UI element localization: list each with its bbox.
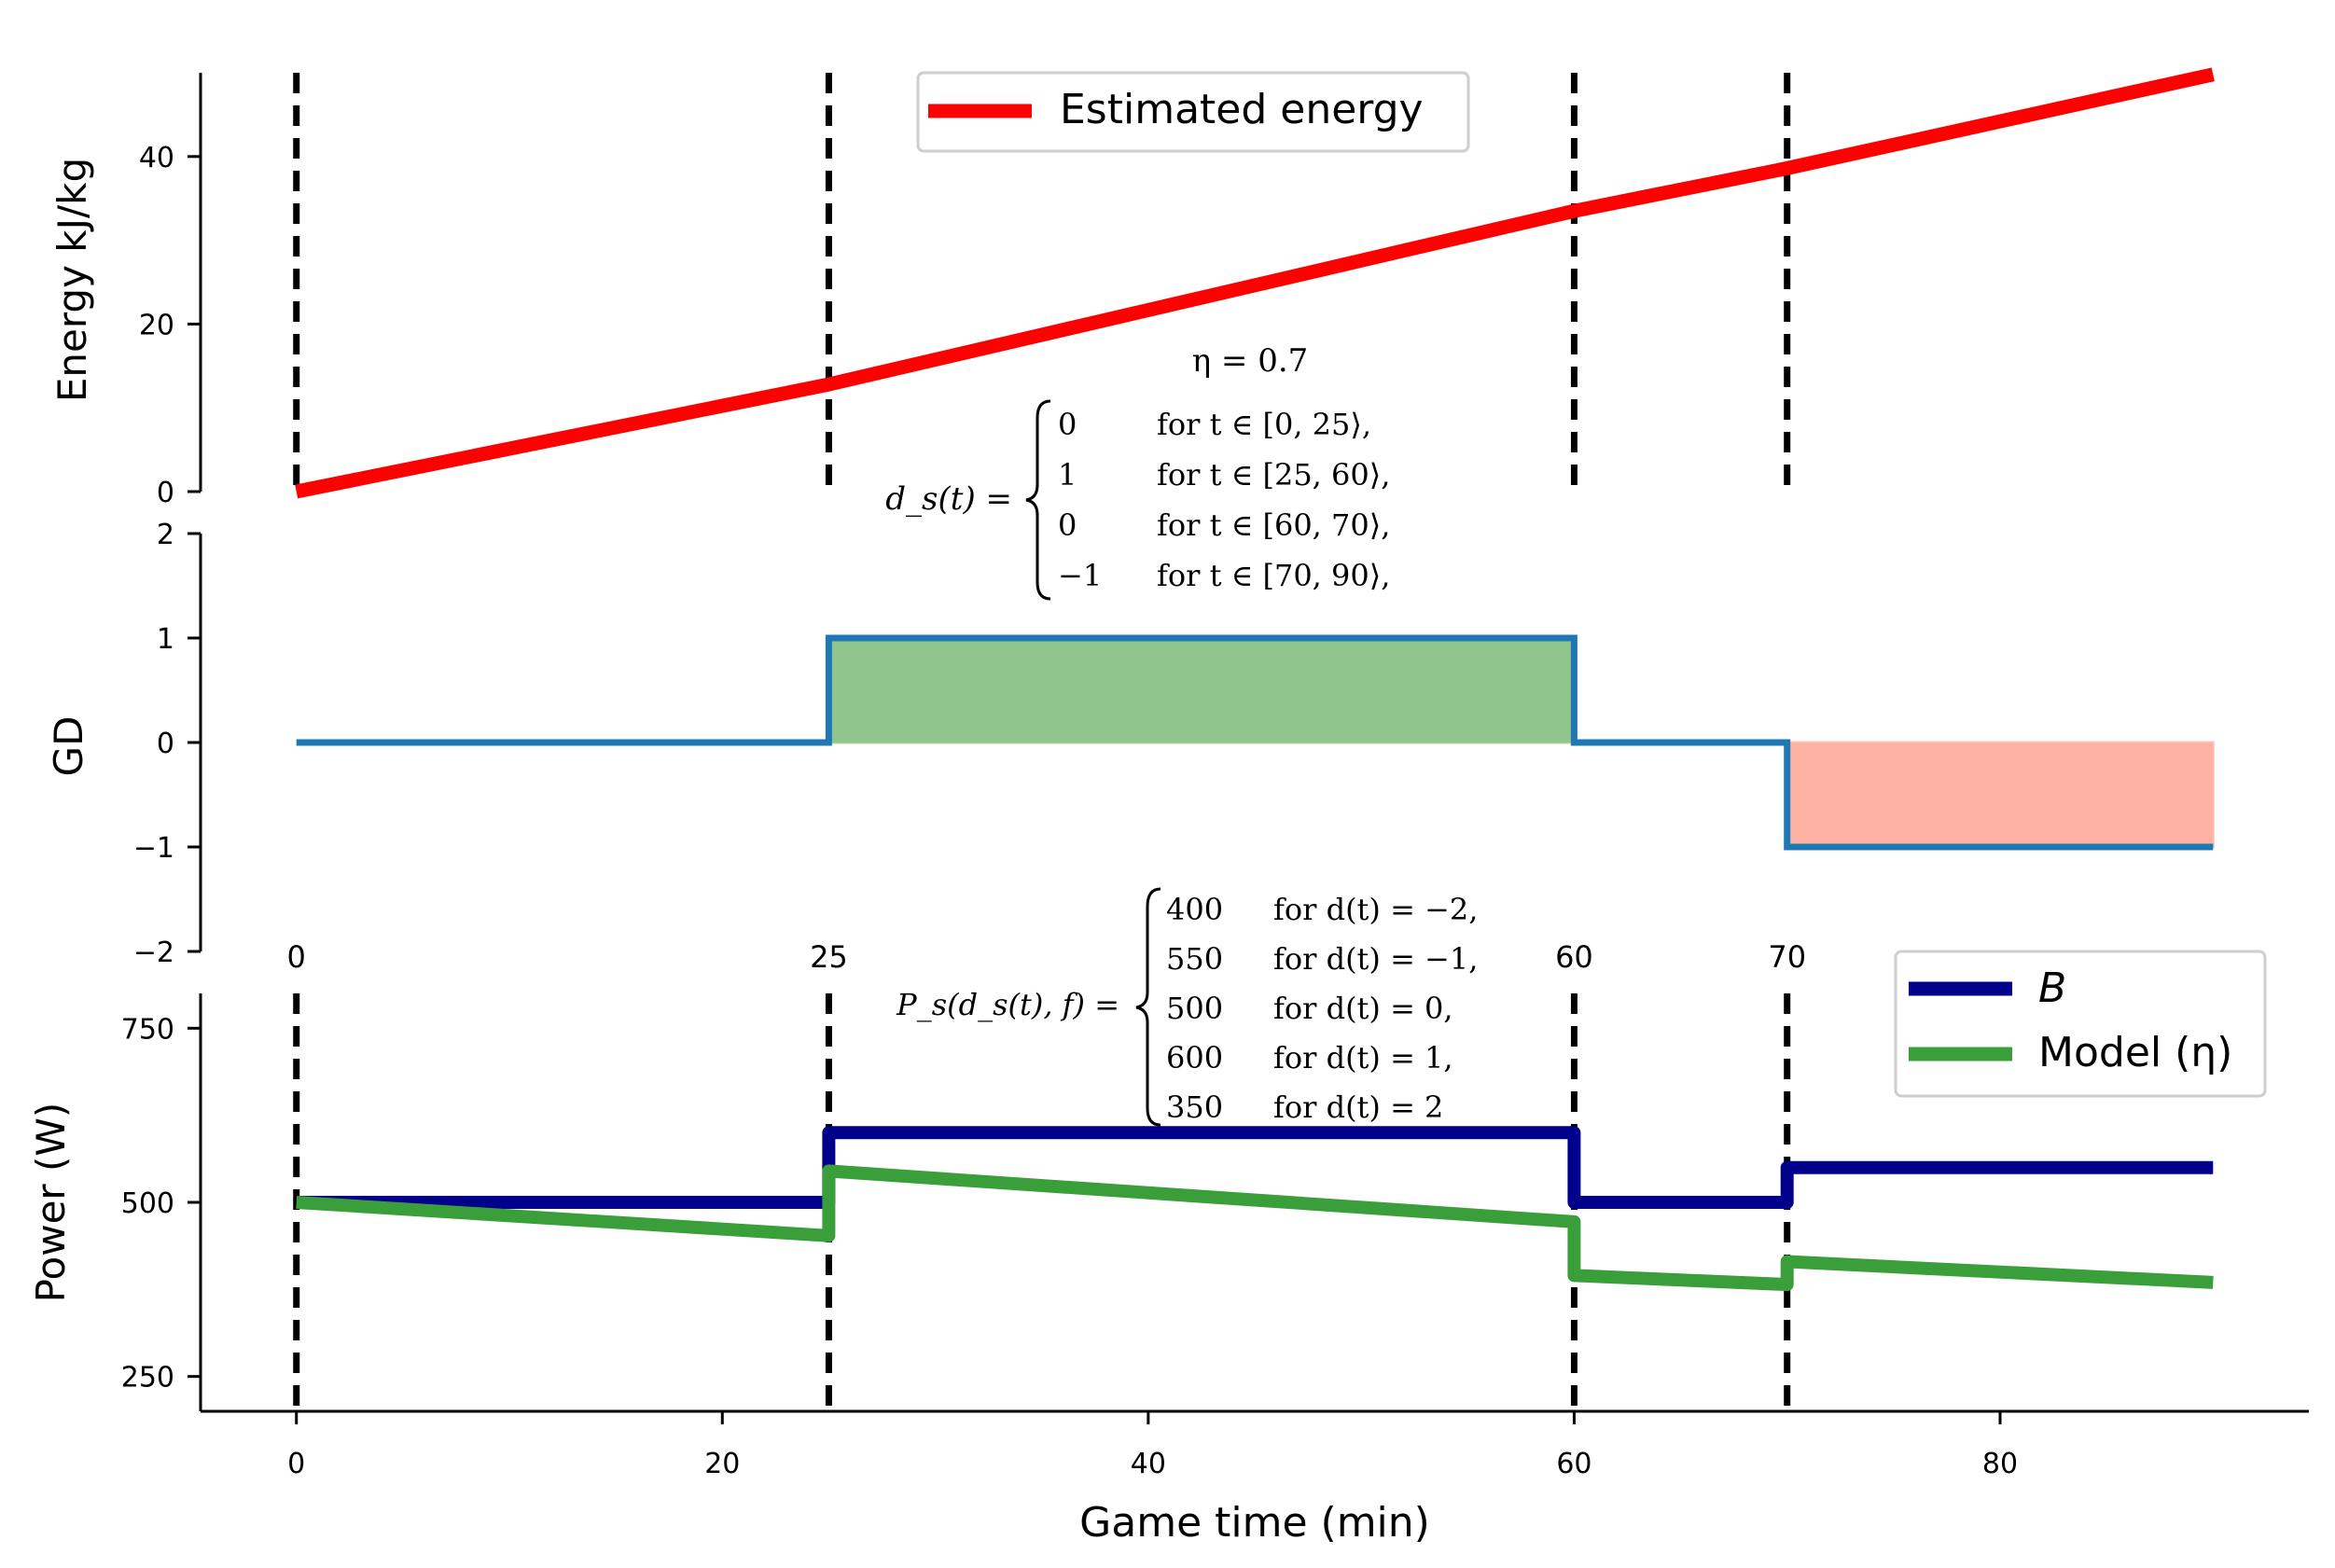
x-axis-title: Game time (min) [1079,1499,1430,1547]
power-ytick-label: 250 [121,1362,174,1395]
power-legend-label-b: B [2038,964,2066,1012]
ds-case-cond: for t ∈ [70, 90⟩, [1157,558,1390,593]
gd-fill-1 [1786,742,2214,847]
ds-case-cond: for t ∈ [0, 25⟩, [1157,407,1371,442]
ps-case-value: 400 [1166,892,1223,927]
gd-y-axis-title: GD [46,716,91,777]
ds-lhs: d_s(t) = [885,480,1012,518]
ds-case-cond: for t ∈ [60, 70⟩, [1157,507,1390,543]
energy-y-axis-title: Energy kJ/kg [49,158,95,402]
ds-case-value: 0 [1058,407,1077,442]
energy-ytick-label: 20 [139,309,174,341]
ps-case-value: 500 [1166,991,1223,1026]
ps-case-value: 350 [1166,1089,1223,1125]
ds-case-value: 1 [1058,457,1077,493]
energy-legend-frame [916,71,1470,153]
energy-ytick-label: 40 [139,142,174,174]
vline-label: 0 [287,939,306,975]
vline-label: 25 [810,939,848,975]
power-series-line-1 [296,1164,2214,1292]
ps-brace [1135,887,1161,1127]
energy-ytick-label: 0 [157,477,174,509]
power-xtick-label: 40 [1131,1448,1166,1480]
energy-legend-label: Estimated energy [1060,86,1424,133]
gd-ytick-label: −2 [133,937,174,969]
ps-case-value: 550 [1166,941,1223,977]
power-legend-label-model: Model (η) [2038,1029,2232,1076]
ds-brace [1025,399,1051,601]
gd-ytick-label: 2 [157,519,174,551]
power-y-axis-title: Power (W) [28,1103,74,1303]
ps-lhs: P_s(d_s(t), f) = [896,987,1119,1022]
ps-case-cond: for d(t) = 1, [1273,1040,1453,1075]
ds-case-value: 0 [1058,507,1077,543]
gd-fill-0 [828,638,1575,742]
power-ytick-label: 500 [121,1187,174,1220]
vline-label: 60 [1555,939,1593,975]
power-xtick-label: 60 [1556,1448,1591,1480]
gd-ytick-label: 0 [157,728,174,760]
ps-case-cond: for d(t) = −2, [1273,892,1478,927]
energy-series-line [295,67,2215,499]
vline-label: 70 [1768,939,1806,975]
gd-series-line [296,634,2214,851]
eta-annotation: η = 0.7 [1192,342,1309,380]
ps-case-cond: for d(t) = 0, [1273,991,1453,1026]
power-xtick-label: 20 [704,1448,740,1480]
power-xtick-label: 0 [287,1448,305,1480]
ps-case-cond: for d(t) = 2 [1273,1089,1443,1125]
power-xtick-label: 80 [1982,1448,2018,1480]
ds-case-cond: for t ∈ [25, 60⟩, [1157,457,1390,493]
ps-case-value: 600 [1166,1040,1223,1075]
ds-case-value: −1 [1058,558,1102,593]
power-ytick-label: 750 [121,1013,174,1046]
gd-ytick-label: −1 [133,832,174,865]
power-series-line-0 [296,1126,2214,1209]
ps-case-cond: for d(t) = −1, [1273,941,1478,977]
gd-ytick-label: 1 [157,623,174,656]
